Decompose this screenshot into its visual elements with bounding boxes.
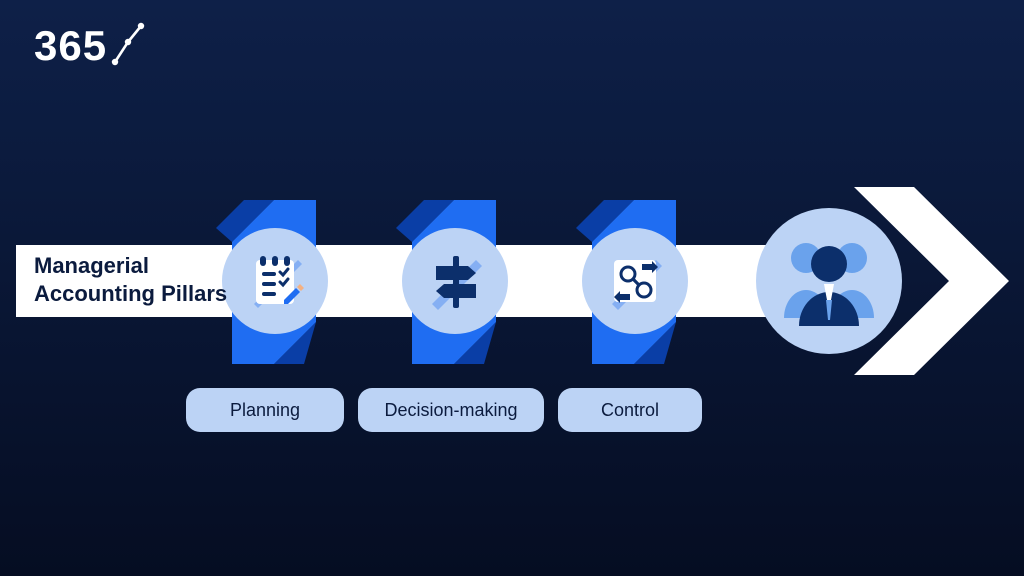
people-node	[756, 208, 902, 354]
pillar-label: Control	[558, 388, 702, 432]
page-title: Managerial Accounting Pillars	[34, 252, 227, 308]
brand-text: 365	[34, 22, 107, 70]
brand-logo: 365	[34, 22, 145, 70]
pillar-node	[402, 228, 508, 334]
pillar-node	[582, 228, 688, 334]
signpost-icon	[424, 250, 486, 312]
pillar-label: Decision-making	[358, 388, 544, 432]
pillar-label-text: Control	[601, 400, 659, 421]
pillar-label-text: Planning	[230, 400, 300, 421]
people-icon	[774, 226, 884, 336]
pillar-node	[222, 228, 328, 334]
title-line-1: Managerial	[34, 252, 227, 280]
infographic-canvas: 365 Managerial Accounting Pillars	[0, 0, 1024, 576]
brand-mark-icon	[109, 22, 145, 68]
checklist-icon	[244, 250, 306, 312]
pillar-label: Planning	[186, 388, 344, 432]
pillar-label-text: Decision-making	[384, 400, 517, 421]
inspect-icon	[604, 250, 666, 312]
title-line-2: Accounting Pillars	[34, 280, 227, 308]
